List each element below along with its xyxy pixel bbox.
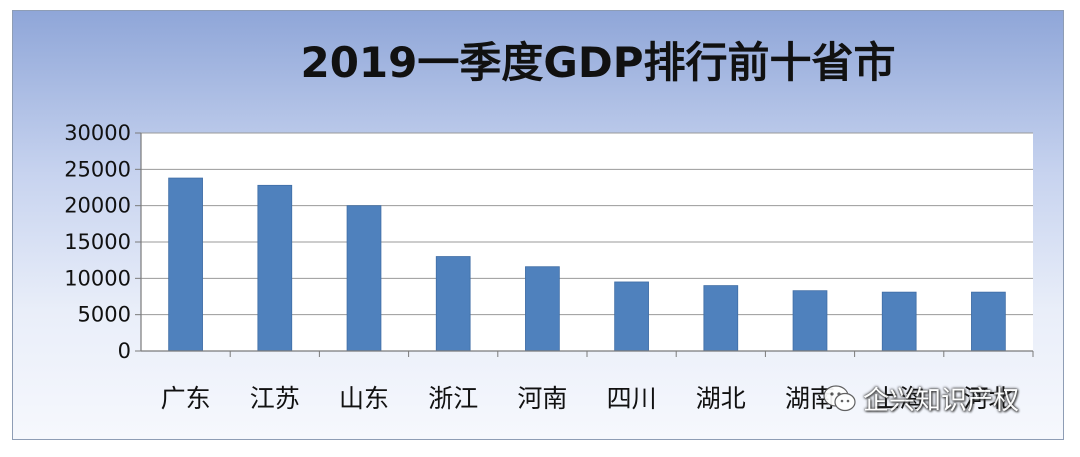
wechat-icon [823, 384, 856, 411]
bar-河南 [525, 266, 560, 352]
y-tick-label: 30000 [64, 121, 131, 145]
bars [168, 177, 1006, 352]
y-tick-label: 5000 [78, 303, 131, 327]
y-tick-label: 20000 [64, 194, 131, 218]
chart-frame: 2019一季度GDP排行前十省市 0 5000 10000 15000 20000 250… [12, 10, 1064, 440]
x-category-label: 江苏 [250, 384, 300, 413]
watermark: 企兴知识产权 [823, 380, 1019, 417]
bar-湖北 [703, 285, 739, 352]
x-category-label: 上海 [874, 384, 924, 413]
bar-湖南 [792, 290, 828, 352]
x-category-label: 四川 [607, 384, 657, 413]
x-category-label: 广东 [161, 384, 211, 413]
chart-title: 2019一季度GDP排行前十省市 [300, 38, 895, 87]
y-tick-label: 0 [118, 339, 131, 363]
y-tick-label: 15000 [64, 230, 131, 254]
y-tick-label: 10000 [64, 266, 131, 290]
y-tick-labels: 0 5000 10000 15000 20000 25000 30000 [64, 121, 131, 363]
bar-四川 [614, 281, 649, 352]
watermark-text: 企兴知识产权 [862, 386, 1019, 416]
bar-chart: 2019一季度GDP排行前十省市 0 5000 10000 15000 20000 250… [64, 38, 1034, 413]
bar-浙江 [435, 256, 471, 352]
bar-河北 [971, 291, 1006, 352]
x-category-label: 湖北 [696, 384, 746, 413]
y-tick-label: 25000 [64, 157, 131, 181]
bar-山东 [346, 205, 382, 352]
x-category-label: 河北 [963, 384, 1013, 413]
bar-江苏 [257, 184, 293, 352]
bar-广东 [168, 177, 203, 352]
axes [135, 132, 1034, 357]
bar-上海 [881, 291, 917, 352]
x-category-label: 山东 [339, 384, 389, 413]
x-category-label: 浙江 [428, 384, 478, 413]
x-category-label: 河南 [517, 384, 567, 413]
